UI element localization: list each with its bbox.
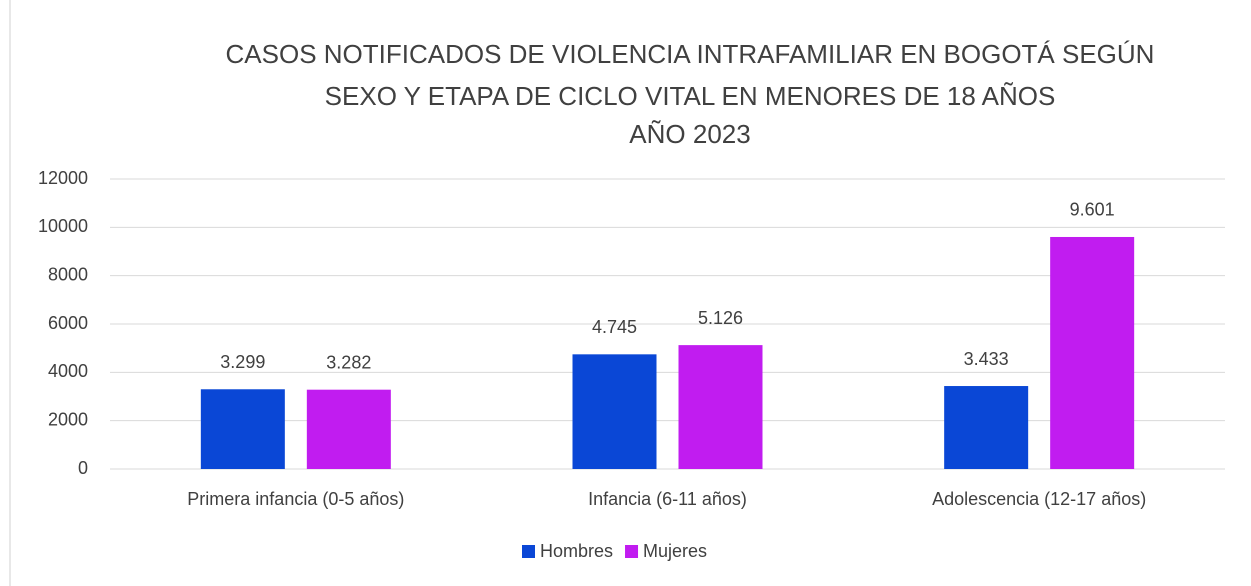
bar	[944, 386, 1029, 469]
value-label: 3.299	[220, 352, 265, 372]
y-tick-label: 0	[78, 458, 88, 478]
y-tick-label: 8000	[48, 264, 88, 284]
bar	[1050, 236, 1135, 469]
chart-title: CASOS NOTIFICADOS DE VIOLENCIA INTRAFAMI…	[226, 39, 1155, 69]
bar	[306, 389, 391, 469]
value-label: 9.601	[1070, 200, 1115, 220]
y-tick-label: 6000	[48, 313, 88, 333]
bar	[200, 389, 285, 469]
chart-title: AÑO 2023	[629, 119, 750, 149]
bar	[678, 345, 763, 469]
y-tick-label: 4000	[48, 361, 88, 381]
legend-swatch	[522, 545, 535, 558]
y-tick-label: 12000	[38, 168, 88, 188]
value-label: 5.126	[698, 308, 743, 328]
value-label: 3.433	[964, 349, 1009, 369]
legend-label: Hombres	[540, 541, 613, 561]
value-label: 3.282	[326, 352, 371, 372]
x-tick-label: Primera infancia (0-5 años)	[187, 489, 404, 509]
y-tick-label: 2000	[48, 409, 88, 429]
chart-title: SEXO Y ETAPA DE CICLO VITAL EN MENORES D…	[325, 81, 1056, 111]
legend-swatch	[625, 545, 639, 558]
x-tick-label: Infancia (6-11 años)	[588, 489, 747, 509]
x-tick-label: Adolescencia (12-17 años)	[932, 489, 1146, 509]
value-label: 4.745	[592, 317, 637, 337]
legend-label: Mujeres	[643, 541, 707, 561]
bar	[572, 354, 657, 469]
y-tick-label: 10000	[38, 216, 88, 236]
